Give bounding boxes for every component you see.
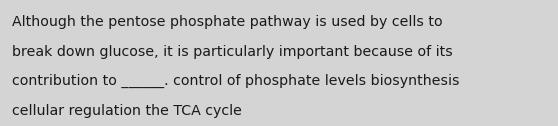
Text: cellular regulation the TCA cycle: cellular regulation the TCA cycle (12, 104, 242, 118)
Text: contribution to ______. control of phosphate levels biosynthesis: contribution to ______. control of phosp… (12, 74, 460, 88)
Text: break down glucose, it is particularly important because of its: break down glucose, it is particularly i… (12, 45, 453, 59)
Text: Although the pentose phosphate pathway is used by cells to: Although the pentose phosphate pathway i… (12, 15, 443, 29)
